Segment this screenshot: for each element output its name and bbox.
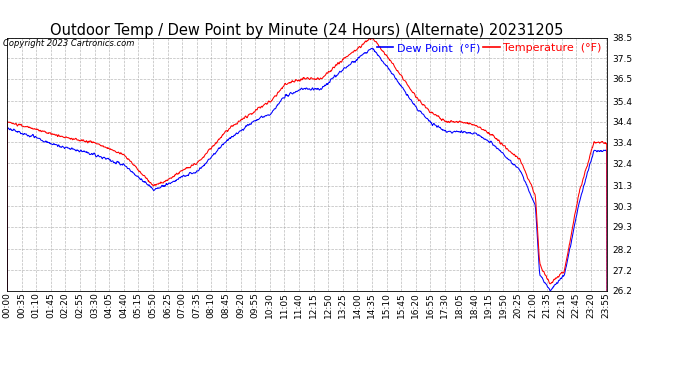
Legend: Dew Point  (°F), Temperature  (°F): Dew Point (°F), Temperature (°F) — [377, 43, 602, 53]
Text: Copyright 2023 Cartronics.com: Copyright 2023 Cartronics.com — [3, 39, 135, 48]
Title: Outdoor Temp / Dew Point by Minute (24 Hours) (Alternate) 20231205: Outdoor Temp / Dew Point by Minute (24 H… — [50, 22, 564, 38]
